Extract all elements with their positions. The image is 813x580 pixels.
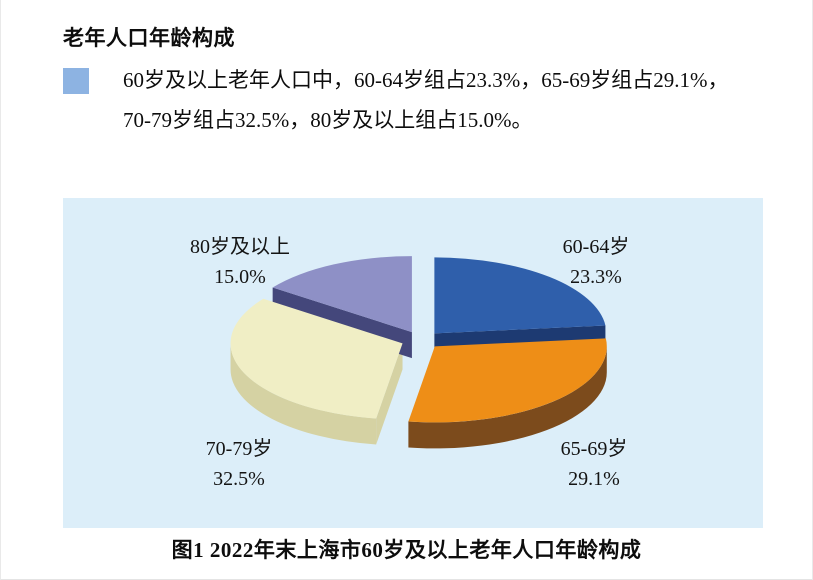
pie-label-80-plus-pct: 15.0%	[214, 266, 266, 288]
pie-chart-panel: 60-64岁 23.3% 65-69岁 29.1% 70-79岁 32.5% 8…	[63, 198, 763, 528]
pie-label-60-64-name: 60-64岁	[562, 236, 630, 258]
pie-slice-65-69岁-top	[408, 338, 607, 423]
pie-label-70-79-name: 70-79岁	[205, 438, 273, 460]
section-title: 老年人口年龄构成	[63, 26, 235, 50]
pie-slice-65-69岁-rim	[408, 346, 607, 449]
figure-caption: 图1 2022年末上海市60岁及以上老年人口年龄构成	[171, 538, 642, 562]
bullet-square-icon	[63, 68, 89, 94]
pie-slice-70-79岁-start-face	[376, 343, 403, 445]
pie-label-70-79-pct: 32.5%	[213, 468, 265, 490]
pie-label-65-69-name: 65-69岁	[560, 438, 628, 460]
summary-line-2: 70-79岁组占32.5%，80岁及以上组占15.0%。	[123, 108, 533, 132]
summary-text: 60岁及以上老年人口中，60-64岁组占23.3%，65-69岁组占29.1%，…	[123, 60, 728, 140]
summary-line-1: 60岁及以上老年人口中，60-64岁组占23.3%，65-69岁组占29.1%，	[123, 68, 729, 92]
pie-label-80-plus: 80岁及以上 15.0%	[190, 232, 290, 292]
pie-slice-80岁及以上-top	[272, 256, 412, 333]
pie-label-70-79: 70-79岁 32.5%	[206, 434, 273, 494]
pie-label-65-69: 65-69岁 29.1%	[561, 434, 628, 494]
pie-slice-70-79岁-top	[230, 298, 403, 419]
pie-chart-3d	[230, 256, 607, 449]
pie-slice-60-64岁-top	[434, 257, 606, 334]
pie-label-80-plus-name: 80岁及以上	[190, 236, 290, 258]
summary-bullet-row: 60岁及以上老年人口中，60-64岁组占23.3%，65-69岁组占29.1%，…	[63, 60, 728, 140]
pie-label-60-64: 60-64岁 23.3%	[563, 232, 630, 292]
pie-label-65-69-pct: 29.1%	[568, 468, 620, 490]
pie-slice-70-79岁-rim	[230, 343, 377, 445]
pie-label-60-64-pct: 23.3%	[570, 266, 622, 288]
